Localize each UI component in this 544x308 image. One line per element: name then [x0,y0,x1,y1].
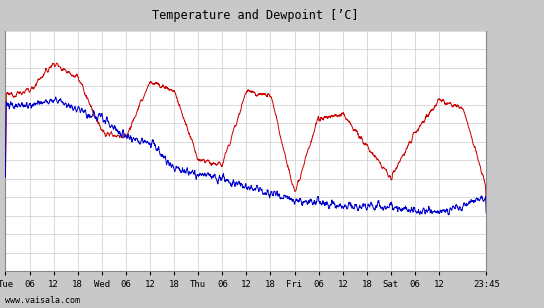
Text: www.vaisala.com: www.vaisala.com [5,296,81,305]
Text: Temperature and Dewpoint [’C]: Temperature and Dewpoint [’C] [152,9,359,22]
